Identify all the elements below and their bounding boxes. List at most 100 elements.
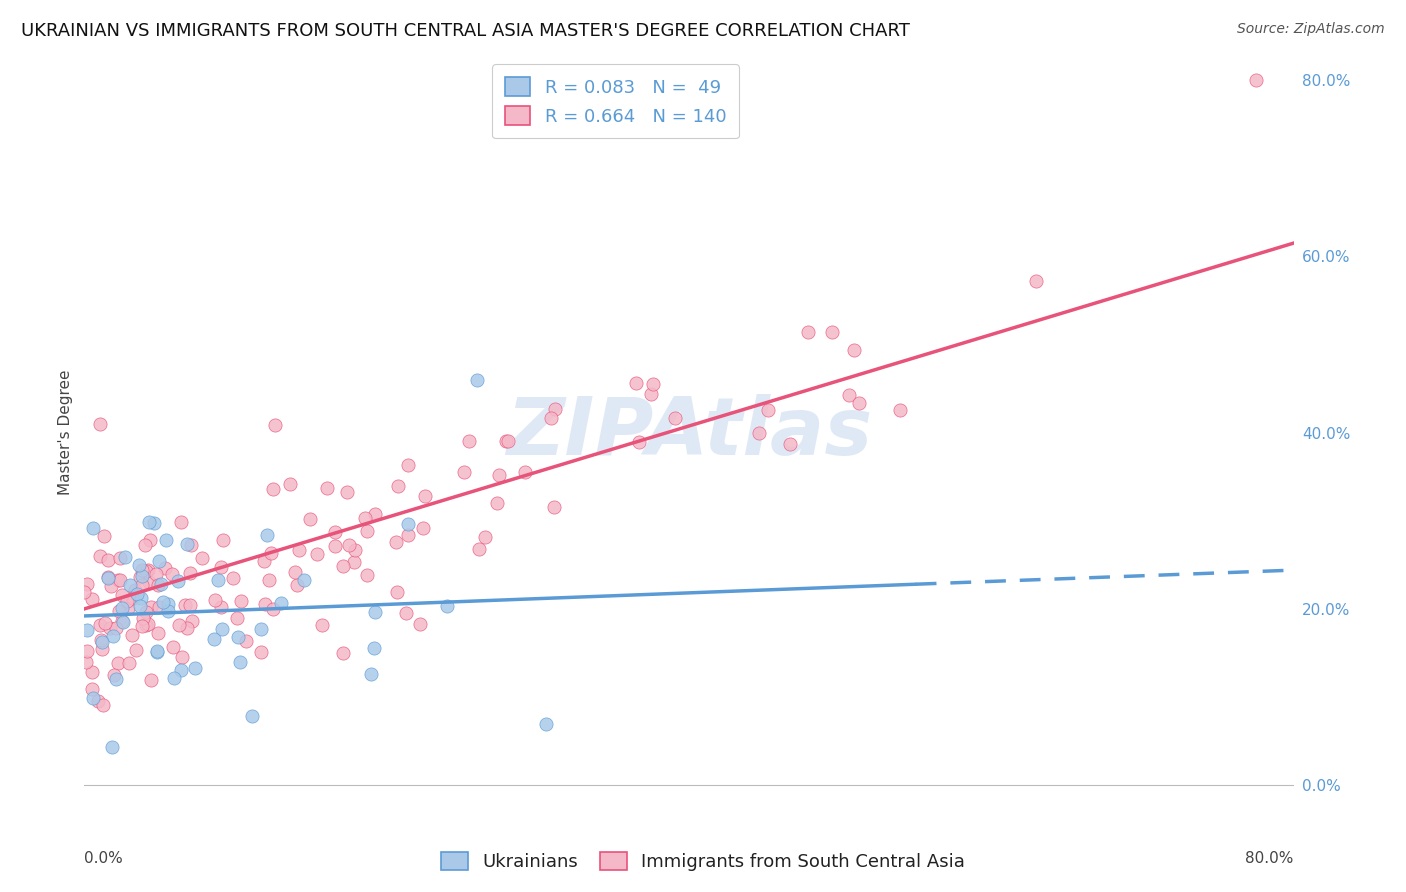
Point <box>76 577 98 591</box>
Point <box>135 617 157 632</box>
Point <box>146 578 169 592</box>
Point <box>103 667 125 681</box>
Point <box>409 616 432 631</box>
Point <box>779 437 801 451</box>
Point <box>114 549 136 564</box>
Point <box>176 537 198 551</box>
Point <box>467 541 489 556</box>
Point <box>315 481 337 495</box>
Point <box>797 325 820 339</box>
Point <box>141 599 163 614</box>
Point <box>250 622 273 636</box>
Point <box>93 529 115 543</box>
Point <box>748 426 770 441</box>
Point <box>756 403 779 417</box>
Point <box>209 560 232 574</box>
Point <box>343 555 366 569</box>
Point <box>108 551 131 566</box>
Point <box>184 661 207 675</box>
Point <box>149 577 172 591</box>
Point <box>118 656 141 670</box>
Point <box>167 574 190 588</box>
Point <box>534 716 557 731</box>
Point <box>143 516 166 530</box>
Point <box>167 617 190 632</box>
Point <box>278 477 301 491</box>
Point <box>288 543 311 558</box>
Point <box>311 617 333 632</box>
Point <box>356 524 378 539</box>
Text: 0.0%: 0.0% <box>84 851 124 866</box>
Point <box>145 566 167 581</box>
Point <box>125 587 148 601</box>
Point <box>395 607 418 621</box>
Point <box>305 547 328 561</box>
Point <box>337 538 360 552</box>
Point <box>332 559 354 574</box>
Point <box>624 376 647 391</box>
Point <box>111 588 134 602</box>
Point <box>226 630 249 644</box>
Y-axis label: Master's Degree: Master's Degree <box>58 370 73 495</box>
Point <box>488 467 510 482</box>
Point <box>179 598 201 612</box>
Point <box>131 610 153 624</box>
Point <box>387 479 409 493</box>
Point <box>356 568 378 582</box>
Legend: Ukrainians, Immigrants from South Central Asia: Ukrainians, Immigrants from South Centra… <box>433 845 973 879</box>
Point <box>191 551 214 566</box>
Point <box>148 554 170 568</box>
Point <box>131 569 153 583</box>
Point <box>89 549 111 564</box>
Point <box>160 567 183 582</box>
Point <box>90 635 112 649</box>
Text: Source: ZipAtlas.com: Source: ZipAtlas.com <box>1237 22 1385 37</box>
Point <box>97 570 120 584</box>
Legend: R = 0.083   N =  49, R = 0.664   N = 140: R = 0.083 N = 49, R = 0.664 N = 140 <box>492 64 740 138</box>
Point <box>131 577 153 591</box>
Point <box>226 611 249 625</box>
Point <box>664 410 686 425</box>
Point <box>87 694 110 708</box>
Point <box>332 646 354 660</box>
Point <box>91 642 114 657</box>
Point <box>80 592 103 607</box>
Point <box>117 601 139 615</box>
Point <box>641 376 664 391</box>
Point <box>1244 73 1267 87</box>
Point <box>155 533 177 548</box>
Point <box>107 657 129 671</box>
Point <box>136 616 159 631</box>
Point <box>76 623 98 637</box>
Point <box>457 434 479 449</box>
Point <box>125 642 148 657</box>
Point <box>112 615 135 629</box>
Point <box>163 672 186 686</box>
Point <box>129 569 152 583</box>
Point <box>360 667 382 681</box>
Point <box>364 605 387 619</box>
Point <box>257 573 280 587</box>
Point <box>139 673 162 687</box>
Point <box>111 601 134 615</box>
Point <box>157 597 180 611</box>
Point <box>1025 274 1047 288</box>
Point <box>486 496 509 510</box>
Point <box>118 578 141 592</box>
Point <box>256 527 278 541</box>
Point <box>384 535 406 549</box>
Text: 80.0%: 80.0% <box>1246 851 1294 866</box>
Point <box>97 571 120 585</box>
Point <box>544 402 567 417</box>
Point <box>82 681 104 696</box>
Point <box>413 489 436 503</box>
Point <box>76 644 98 658</box>
Text: UKRAINIAN VS IMMIGRANTS FROM SOUTH CENTRAL ASIA MASTER'S DEGREE CORRELATION CHAR: UKRAINIAN VS IMMIGRANTS FROM SOUTH CENTR… <box>21 22 910 40</box>
Point <box>136 564 159 578</box>
Point <box>157 604 180 618</box>
Point <box>179 566 201 580</box>
Point <box>515 465 537 479</box>
Point <box>229 594 252 608</box>
Point <box>543 500 565 514</box>
Point <box>363 641 385 656</box>
